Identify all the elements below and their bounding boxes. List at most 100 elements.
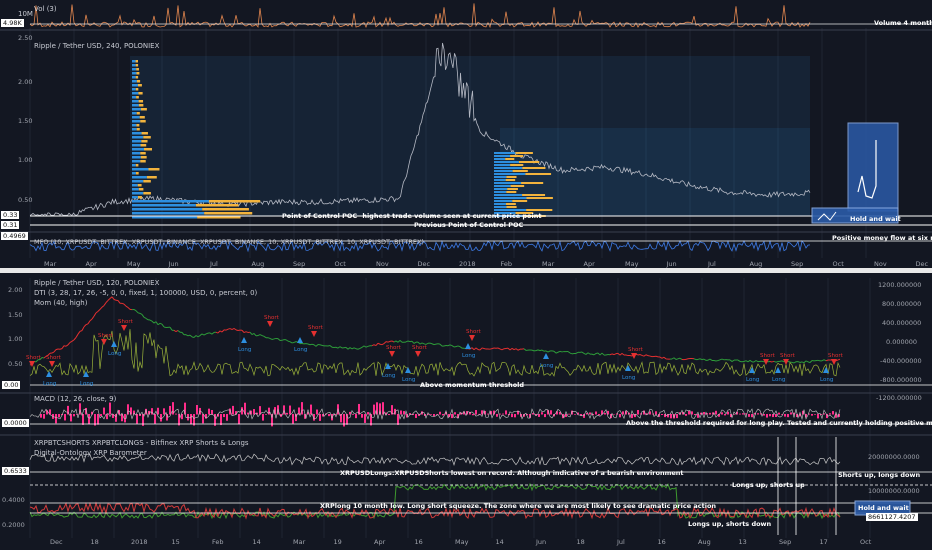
macd-note: Above the threshold required for long pl… (626, 419, 932, 427)
macd-bar (220, 414, 222, 426)
price-segment (393, 340, 397, 343)
volume-profile-bar (494, 206, 507, 208)
volume-profile-bar (137, 184, 142, 187)
lower-left-tick: 0.2000 (2, 521, 25, 529)
price-segment (143, 316, 147, 319)
macd-bar (802, 410, 804, 415)
price-segment (259, 334, 263, 337)
macd-bar (667, 414, 669, 418)
price-segment (357, 347, 361, 350)
macd-bar (811, 414, 813, 416)
price-segment (55, 348, 59, 351)
macd-bar (517, 410, 519, 415)
top-hold-note: Hold and wait (850, 215, 901, 223)
macd-bar (739, 413, 741, 415)
macd-bar (157, 407, 159, 415)
macd-bar (817, 414, 819, 419)
x-tick-label: Feb (500, 260, 513, 268)
left-tick: 1.00 (8, 335, 23, 343)
macd-bar (223, 414, 225, 418)
bottom-chart-svg: Short Short Long Long Short Long Short Long Shor… (0, 278, 932, 538)
volume-profile-bar (132, 196, 138, 199)
price-segment (243, 331, 247, 333)
x-tick-label: Jul (708, 260, 716, 268)
macd-bar (649, 411, 651, 415)
price-segment (135, 310, 139, 314)
price-segment (645, 354, 649, 357)
long-arrow (465, 343, 471, 349)
price-segment (449, 344, 453, 347)
macd-bar (637, 410, 639, 415)
volume-profile-bar (140, 152, 146, 155)
macd-bar (274, 407, 276, 415)
barometer-label: Digital-Ontology XRP Barometer (34, 449, 147, 457)
price-segment (661, 356, 665, 359)
macd-bar (448, 414, 450, 418)
price-segment (721, 358, 725, 361)
long-label: Long (772, 377, 785, 383)
price-segment (245, 331, 249, 333)
short-label: Short (628, 347, 644, 353)
macd-bar (436, 414, 438, 415)
volume-profile-bar (494, 155, 511, 157)
price-segment (755, 360, 759, 363)
x-tick-label: 2018 (131, 538, 148, 546)
macd-bar (427, 414, 429, 415)
price-segment (139, 312, 143, 315)
price-segment (99, 306, 103, 310)
x-tick-label: 18 (90, 538, 99, 546)
price-segment (749, 359, 753, 363)
volume-profile-bar (208, 200, 261, 203)
volume-profile-bar (494, 158, 506, 160)
price-segment (327, 345, 331, 347)
mom-label: Mom (40, high) (34, 299, 88, 307)
price-segment (475, 347, 479, 350)
macd-bar (235, 411, 237, 415)
volume-profile-bar (138, 188, 144, 191)
price-segment (43, 355, 47, 359)
price-segment (793, 361, 797, 364)
macd-bar (799, 414, 801, 417)
macd-bar (211, 409, 213, 415)
volume-profile-bar (512, 200, 528, 202)
macd-bar (79, 403, 81, 415)
price-segment (805, 360, 809, 363)
price-segment (685, 358, 689, 360)
x-tick-label: Aug (698, 538, 711, 546)
macd-bar (469, 412, 471, 415)
x-tick-label: Sep (293, 260, 306, 268)
x-tick-label: 16 (414, 538, 423, 546)
macd-bar (133, 410, 135, 415)
volume-profile-bar (494, 182, 522, 184)
volume-profile-bar (140, 108, 147, 111)
macd-bar (109, 402, 111, 415)
macd-bar (346, 414, 348, 425)
price-segment (745, 360, 749, 363)
macd-bar (568, 413, 570, 415)
price-segment (133, 309, 137, 312)
macd-bar (607, 410, 609, 415)
panel-separator (0, 268, 932, 273)
macd-bar (343, 414, 345, 427)
longs-up-note: Longs up, shorts up (732, 481, 805, 489)
price-segment (39, 357, 43, 360)
macd-bar (88, 414, 90, 425)
short-arrow (831, 359, 837, 365)
macd-bar (64, 414, 66, 421)
macd-bar (646, 413, 648, 415)
macd-bar (727, 411, 729, 415)
price-segment (807, 361, 811, 364)
macd-bar (289, 405, 291, 415)
price-segment (677, 357, 681, 360)
price-segment (189, 334, 193, 338)
volume-profile-bar (494, 188, 508, 190)
projection-path (857, 140, 877, 199)
price-segment (619, 353, 623, 356)
price-segment (103, 302, 107, 306)
macd-bar (241, 407, 243, 415)
macd-bar (691, 411, 693, 415)
shorts-series (29, 501, 841, 520)
lower-right-tick: 20000000.0000 (868, 453, 920, 461)
macd-bar (373, 404, 375, 415)
x-tick-label: Nov (874, 260, 887, 268)
